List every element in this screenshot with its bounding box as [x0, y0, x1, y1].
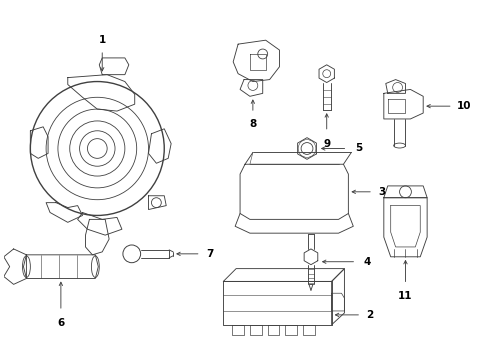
Text: 8: 8: [249, 119, 256, 129]
Text: 6: 6: [57, 318, 64, 328]
Text: 2: 2: [366, 310, 372, 320]
Text: 10: 10: [456, 101, 470, 111]
Text: 7: 7: [206, 249, 214, 259]
Text: 1: 1: [99, 35, 105, 45]
Text: 11: 11: [397, 291, 412, 301]
Text: 5: 5: [355, 144, 362, 153]
Text: 9: 9: [323, 139, 329, 149]
Text: 3: 3: [377, 187, 385, 197]
Text: 4: 4: [363, 257, 370, 267]
